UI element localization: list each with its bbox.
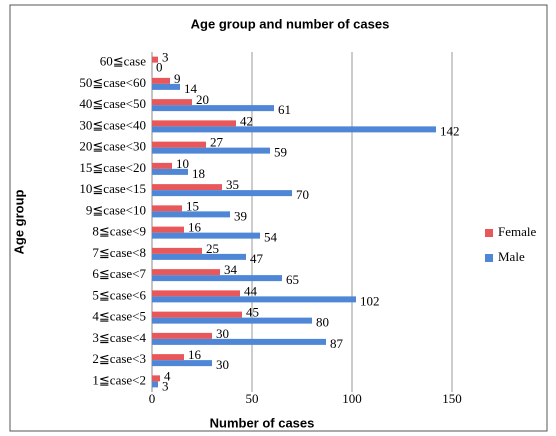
- legend-swatch: [485, 229, 493, 237]
- data-label: 25: [206, 241, 219, 256]
- data-label: 16: [188, 220, 202, 235]
- y-tick-label: 5≦case<6: [92, 287, 146, 302]
- y-tick-label: 40≦case<50: [79, 96, 146, 111]
- x-tick-label: 0: [149, 391, 156, 406]
- data-label: 14: [184, 81, 198, 96]
- bar: [152, 232, 260, 239]
- data-label: 4: [164, 368, 171, 383]
- chart-border: [9, 4, 548, 432]
- y-tick-label: 15≦case<20: [79, 160, 146, 175]
- bar: [152, 190, 292, 197]
- data-label: 34: [224, 262, 238, 277]
- data-label: 65: [286, 272, 299, 287]
- y-tick-label: 8≦case<9: [92, 224, 146, 239]
- bar: [152, 226, 184, 233]
- bar: [152, 162, 172, 169]
- data-label: 70: [296, 187, 309, 202]
- y-tick-label: 30≦case<40: [79, 117, 146, 132]
- data-label: 30: [216, 357, 229, 372]
- data-label: 87: [330, 336, 344, 351]
- legend-label: Male: [498, 249, 525, 264]
- data-label: 3: [162, 50, 169, 65]
- y-tick-label: 2≦case<3: [92, 351, 146, 366]
- data-label: 42: [240, 113, 253, 128]
- data-label: 30: [216, 326, 229, 341]
- bar: [152, 168, 188, 175]
- y-tick-label: 4≦case<5: [92, 309, 146, 324]
- data-label: 3: [162, 378, 169, 393]
- legend-swatch: [485, 254, 493, 262]
- bar: [152, 211, 230, 218]
- bar: [152, 77, 170, 84]
- data-label: 35: [226, 177, 239, 192]
- bar: [152, 126, 436, 133]
- x-axis-label: Number of cases: [210, 415, 315, 430]
- y-tick-label: 9≦case<10: [86, 202, 146, 217]
- bar: [152, 184, 222, 191]
- data-label: 15: [186, 198, 199, 213]
- x-tick-label: 100: [342, 391, 362, 406]
- data-label: 9: [174, 71, 181, 86]
- y-tick-label: 20≦case<30: [79, 139, 146, 154]
- data-label: 44: [244, 283, 258, 298]
- data-label: 0: [156, 60, 163, 75]
- y-tick-label: 10≦case<15: [79, 181, 146, 196]
- data-label: 39: [234, 208, 247, 223]
- bar: [152, 147, 270, 154]
- bar: [152, 290, 240, 297]
- bar: [152, 269, 220, 276]
- bar: [152, 275, 282, 282]
- chart-title: Age group and number of cases: [191, 16, 390, 31]
- data-label: 80: [316, 315, 329, 330]
- data-label: 10: [176, 156, 189, 171]
- bar: [152, 332, 212, 339]
- data-label: 18: [192, 166, 205, 181]
- bar: [152, 375, 160, 382]
- legend-label: Female: [498, 224, 536, 239]
- y-tick-label: 50≦case<60: [79, 75, 146, 90]
- bar: [152, 381, 158, 388]
- data-label: 47: [250, 251, 264, 266]
- y-tick-label: 3≦case<4: [92, 330, 146, 345]
- bar: [152, 338, 326, 345]
- y-tick-label: 6≦case<7: [92, 266, 146, 281]
- bar: [152, 205, 182, 212]
- bar: [152, 354, 184, 361]
- data-label: 54: [264, 230, 278, 245]
- bar: [152, 120, 236, 127]
- bar: [152, 56, 158, 63]
- bar: [152, 247, 202, 254]
- bar: [152, 360, 212, 367]
- bar: [152, 83, 180, 90]
- x-tick-label: 50: [246, 391, 259, 406]
- bar: [152, 253, 246, 260]
- bar: [152, 296, 356, 303]
- y-tick-label: 60≦case: [100, 54, 146, 69]
- bar: [152, 141, 206, 148]
- bar: [152, 105, 274, 112]
- data-label: 142: [440, 123, 460, 138]
- data-label: 27: [210, 135, 224, 150]
- data-label: 45: [246, 305, 259, 320]
- x-tick-label: 150: [442, 391, 462, 406]
- data-label: 20: [196, 92, 209, 107]
- y-tick-label: 1≦case<2: [92, 372, 146, 387]
- data-label: 59: [274, 145, 287, 160]
- bar: [152, 99, 192, 106]
- y-tick-label: 7≦case<8: [92, 245, 146, 260]
- y-axis-label: Age group: [11, 189, 26, 254]
- data-label: 61: [278, 102, 291, 117]
- data-label: 16: [188, 347, 202, 362]
- data-label: 102: [360, 293, 380, 308]
- bar: [152, 311, 242, 318]
- bar: [152, 317, 312, 324]
